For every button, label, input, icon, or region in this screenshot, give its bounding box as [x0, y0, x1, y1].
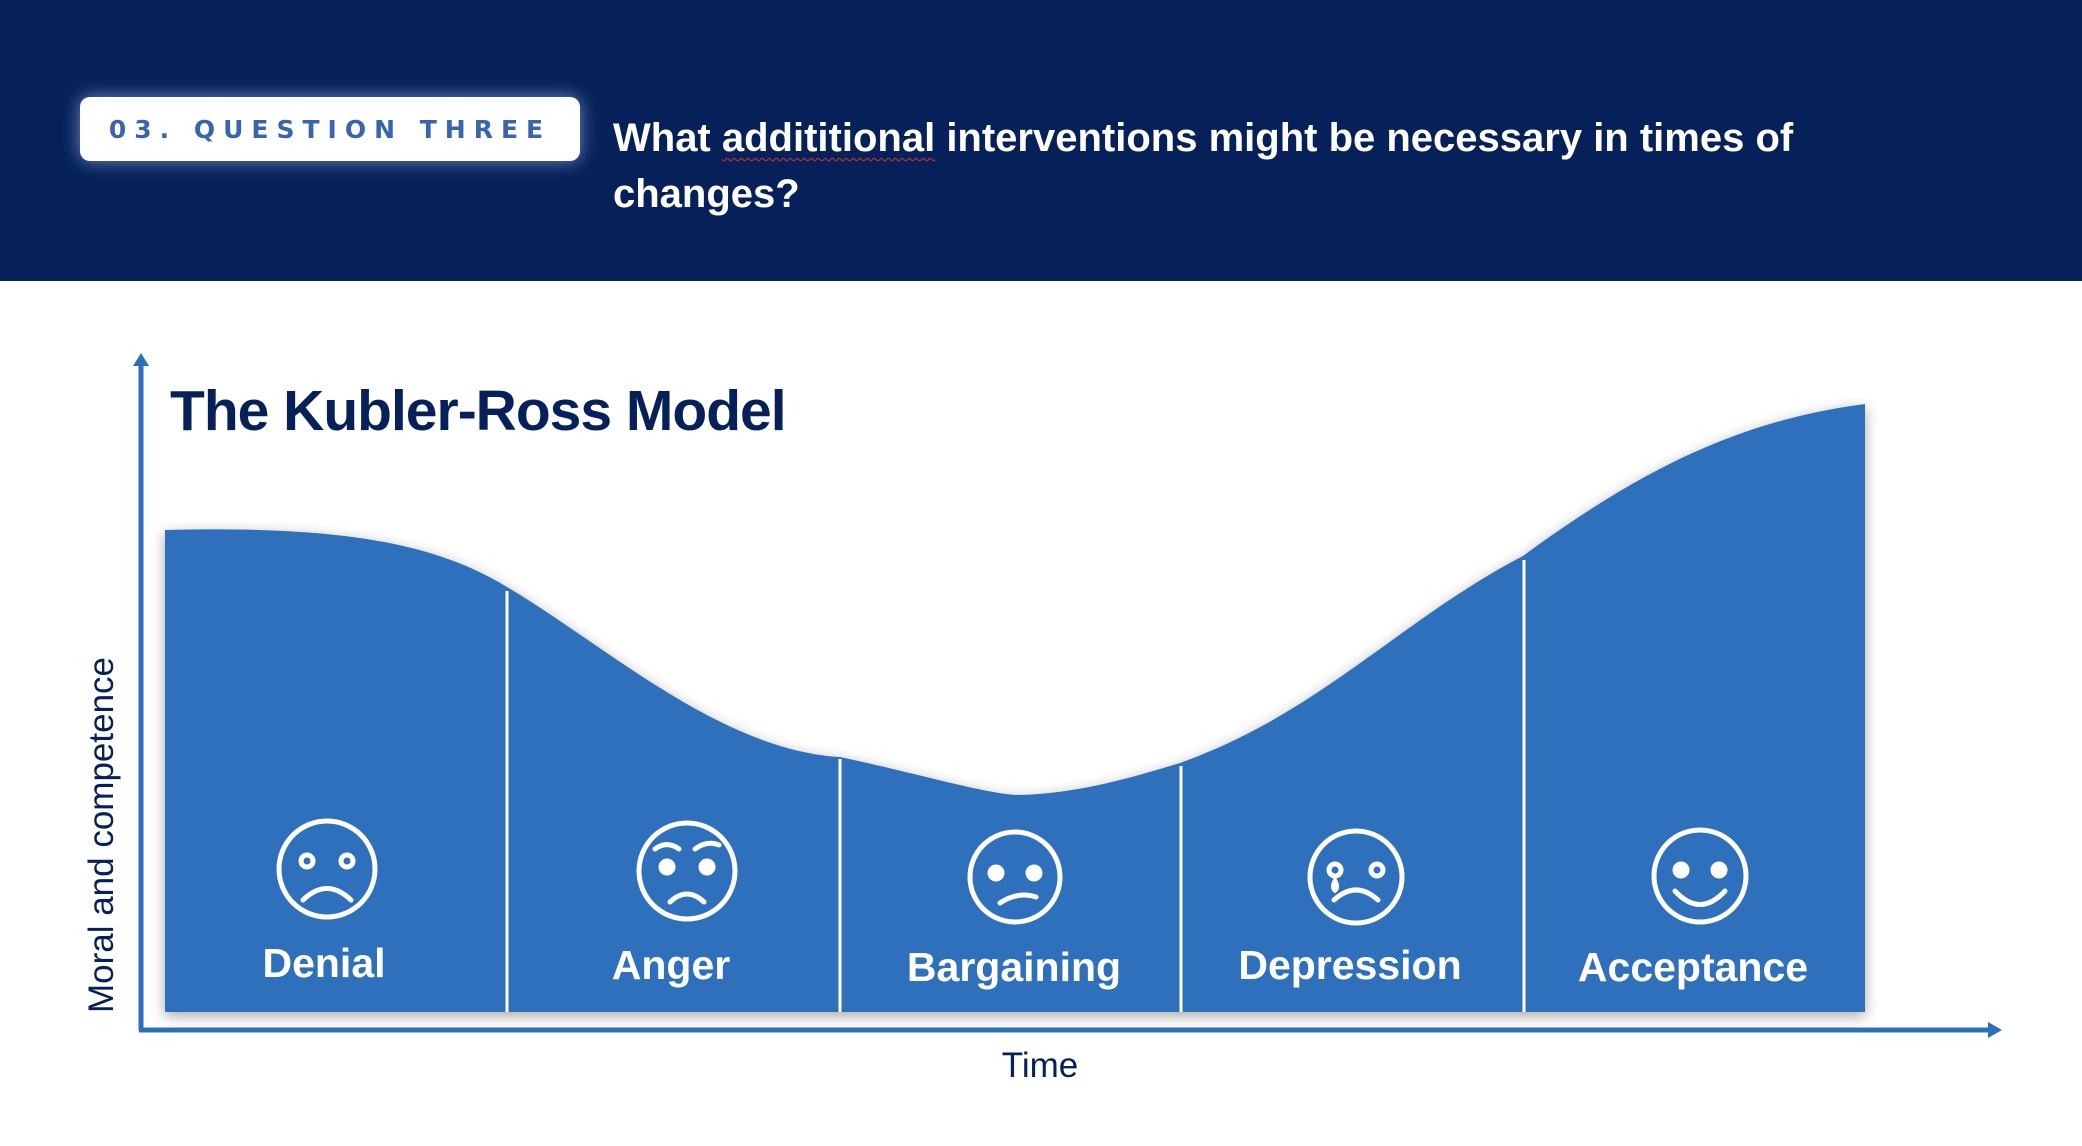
stage-label-depression: Depression — [1238, 942, 1462, 988]
stage-label-denial: Denial — [262, 940, 386, 986]
question-text: What addititional interventions might be… — [613, 110, 1943, 222]
header-banner: 03. QUESTION THREE What addititional int… — [0, 0, 2082, 281]
question-text-start: What — [613, 116, 722, 160]
x-axis-label: Time — [1001, 1046, 1079, 1085]
angry-face-icon — [636, 820, 738, 922]
morale-curve-area — [165, 404, 1865, 1012]
stage-label-acceptance: Acceptance — [1577, 944, 1809, 990]
misspelled-word: addititional — [721, 116, 936, 160]
y-axis-label: Moral and competence — [82, 656, 121, 1014]
question-badge: 03. QUESTION THREE — [80, 97, 580, 161]
y-axis — [133, 353, 149, 1030]
x-axis — [139, 1022, 2002, 1038]
crying-face-icon — [1307, 828, 1405, 926]
stage-label-anger: Anger — [611, 942, 731, 988]
uncertain-face-icon — [967, 829, 1063, 925]
stage-label-bargaining: Bargaining — [906, 944, 1122, 990]
sad-face-icon — [276, 818, 378, 920]
question-text-end: interventions might be necessary in time… — [613, 116, 1794, 216]
diagram-title: The Kubler-Ross Model — [170, 379, 787, 443]
smiling-face-icon — [1651, 827, 1749, 925]
